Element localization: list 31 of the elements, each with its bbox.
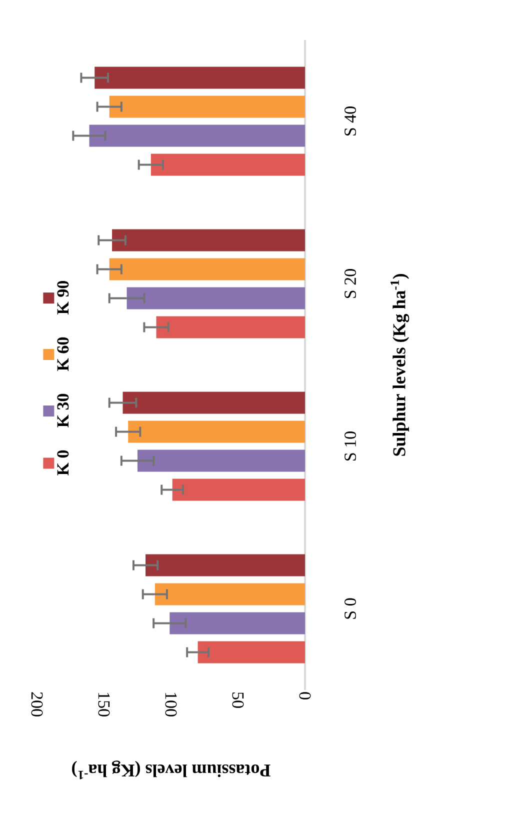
legend-label: K 30	[57, 394, 69, 428]
bar	[146, 554, 305, 576]
bar	[122, 392, 305, 414]
bar	[89, 124, 305, 147]
bar	[94, 66, 305, 89]
bar	[109, 258, 305, 280]
bar	[150, 154, 305, 176]
bar	[126, 287, 305, 310]
bar	[128, 420, 305, 443]
x-tick-label: 150	[98, 693, 110, 716]
bar	[154, 583, 305, 606]
y-axis-title: Sulphur levels (Kg ha$^{-1}$)	[390, 274, 410, 456]
x-axis-title: Potassium levels (Kg ha$^{-1}$)	[72, 760, 270, 780]
bar	[170, 612, 305, 634]
bar	[156, 316, 305, 338]
bar	[112, 229, 305, 252]
legend-label: K 60	[57, 337, 69, 371]
bar	[138, 450, 305, 472]
x-tick-label: 200	[31, 692, 43, 716]
bar	[172, 478, 305, 501]
legend-label: K 90	[57, 280, 69, 314]
bar	[198, 641, 305, 664]
legend-label: K 0	[57, 450, 69, 476]
y-tick-label: S 40	[344, 106, 356, 136]
bar	[109, 96, 305, 118]
y-tick-label: S 10	[344, 432, 356, 460]
x-tick-label: 0	[299, 692, 311, 700]
x-tick-label: 50	[232, 692, 244, 708]
y-tick-label: S 20	[344, 269, 356, 298]
x-tick-label: 100	[165, 693, 177, 716]
y-tick-label: S 0	[344, 598, 356, 619]
